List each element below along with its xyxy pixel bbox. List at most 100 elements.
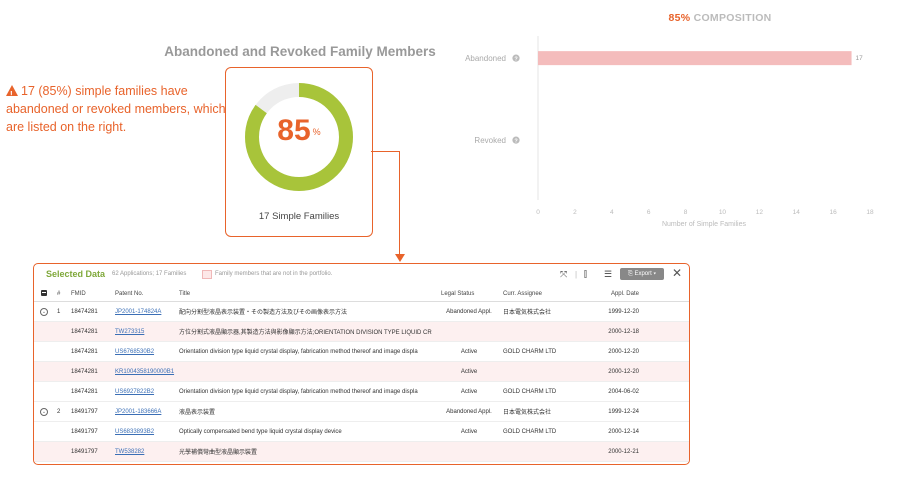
legend-text: Family members that are not in the portf…: [215, 271, 333, 277]
cell-title: Orientation division type liquid crystal…: [176, 381, 438, 402]
table-row[interactable]: ⌄ 1 18474281 JP2001-174824A 配向分割型液晶表示装置・…: [34, 301, 689, 322]
x-tick-label: 2: [573, 209, 577, 216]
export-icon: ⎘: [628, 271, 635, 277]
cell-fmid: 18474281: [68, 381, 112, 402]
close-icon[interactable]: ✕: [672, 266, 683, 280]
patent-link[interactable]: US6768530B2: [112, 341, 176, 362]
arrow-down-icon: [395, 254, 405, 262]
row-number: [54, 421, 68, 442]
donut-value: 85%: [226, 114, 372, 148]
column-header-status[interactable]: Legal Status: [438, 287, 500, 302]
row-number: [54, 361, 68, 382]
table-row[interactable]: 18474281 US6768530B2 Orientation divisio…: [34, 341, 689, 362]
table-row[interactable]: ⌄ 2 18491797 JP2001-183666A 液晶表示装置 Aband…: [34, 401, 689, 422]
cell-title: [176, 361, 438, 382]
cell-assignee: [500, 361, 590, 382]
cell-assignee: 日本電気株式会社: [500, 401, 590, 422]
cell-assignee: GOLD CHARM LTD: [500, 421, 590, 442]
panel-subtitle: 62 Applications; 17 Families: [112, 271, 187, 277]
table-row[interactable]: 18491797 TW538282 光學補償彎曲型液晶顯示裝置 2000-12-…: [34, 441, 689, 462]
row-number: 2: [54, 401, 68, 422]
category-label: Revoked: [474, 136, 506, 145]
column-header-date[interactable]: Appl. Date: [590, 287, 642, 302]
chevron-down-icon: ▾: [651, 271, 656, 277]
x-tick-label: 8: [684, 209, 688, 216]
donut-card[interactable]: 85% 17 Simple Families: [225, 67, 373, 237]
expand-row-icon[interactable]: ⌄: [40, 407, 48, 416]
cell-status: [438, 321, 500, 342]
cell-date: 2000-12-20: [590, 341, 642, 362]
table-row[interactable]: 18474281 TW273315 方位分割式液晶顯示器,其製造方法與影像顯示方…: [34, 321, 689, 342]
x-tick-label: 12: [756, 209, 764, 216]
donut-chart: [245, 83, 353, 191]
warning-text: 17 (85%) simple families have abandoned …: [6, 84, 226, 134]
list-view-icon[interactable]: ☰: [604, 269, 613, 279]
bar-abandoned: [538, 51, 852, 66]
composition-bar-chart: 0 2 4 6 8 10 12 14 16 18 Number of Simple Families…: [465, 36, 874, 228]
patent-link[interactable]: US6833893B2: [112, 421, 176, 442]
x-tick-label: 10: [719, 209, 727, 216]
select-all-checkbox[interactable]: [34, 287, 54, 302]
column-settings-icon[interactable]: ⫿: [584, 269, 587, 279]
row-number: 1: [54, 301, 68, 322]
warning-icon: [6, 85, 18, 104]
row-number: [54, 341, 68, 362]
patent-link[interactable]: JP2001-183666A: [112, 401, 176, 422]
column-header-number[interactable]: #: [54, 287, 68, 302]
cell-status: Abandoned Appl.: [438, 401, 500, 422]
cell-fmid: 18474281: [68, 361, 112, 382]
cell-fmid: 18491797: [68, 401, 112, 422]
export-label: Export: [634, 271, 652, 277]
cell-status: Abandoned Appl.: [438, 301, 500, 322]
question-circle-icon: [512, 136, 520, 144]
cell-fmid: 18474281: [68, 341, 112, 362]
patent-link[interactable]: US6927822B2: [112, 381, 176, 402]
donut-caption: 17 Simple Families: [258, 211, 340, 222]
cell-date: 2000-12-14: [590, 421, 642, 442]
cell-fmid: 18491797: [68, 421, 112, 442]
section-title: Abandoned and Revoked Family Members: [164, 44, 436, 59]
donut-number: 85: [277, 114, 311, 147]
patent-link[interactable]: KR1004358190000B1: [112, 361, 176, 382]
cell-status: Active: [438, 361, 500, 382]
chart-title-rest: COMPOSITION: [690, 12, 772, 24]
cell-date: 2004-06-02: [590, 381, 642, 402]
cell-title: 方位分割式液晶顯示器,其製造方法與影像顯示方法;ORIENTATION DIVI…: [176, 321, 438, 342]
table-header-row: # FMID Patent No. Title Legal Status Cur…: [34, 287, 689, 302]
export-button[interactable]: ⎘ Export ▾: [620, 268, 664, 280]
cell-assignee: GOLD CHARM LTD: [500, 341, 590, 362]
x-tick-label: 16: [829, 209, 837, 216]
table-row[interactable]: 18474281 US6927822B2 Orientation divisio…: [34, 381, 689, 402]
cell-assignee: GOLD CHARM LTD: [500, 381, 590, 402]
row-number: [54, 381, 68, 402]
column-header-patent[interactable]: Patent No.: [112, 287, 176, 302]
x-tick-label: 14: [793, 209, 801, 216]
cell-fmid: 18474281: [68, 321, 112, 342]
column-header-fmid[interactable]: FMID: [68, 287, 112, 302]
table-row[interactable]: 18474281 KR1004358190000B1 Active 2000-1…: [34, 361, 689, 382]
panel-title: Selected Data: [46, 269, 106, 279]
table-row[interactable]: 18491797 US6833893B2 Optically compensat…: [34, 421, 689, 442]
cell-status: Active: [438, 421, 500, 442]
patent-link[interactable]: TW538282: [112, 441, 176, 462]
cell-assignee: [500, 321, 590, 342]
column-header-title[interactable]: Title: [176, 287, 438, 302]
question-mark-glyph: ?: [514, 139, 518, 145]
cell-title: Optically compensated bend type liquid c…: [176, 421, 438, 442]
patent-link[interactable]: JP2001-174824A: [112, 301, 176, 322]
cell-date: 2000-12-20: [590, 361, 642, 382]
cell-status: [438, 441, 500, 462]
cell-title: 配向分割型液晶表示装置・その製造方法及びその画像表示方法: [176, 301, 438, 322]
connector-line: [371, 151, 399, 152]
x-tick-label: 0: [536, 209, 540, 216]
warning-message: 17 (85%) simple families have abandoned …: [6, 82, 226, 136]
collapse-icon[interactable]: ⤧: [560, 269, 568, 279]
patent-link[interactable]: TW273315: [112, 321, 176, 342]
cell-date: 1999-12-24: [590, 401, 642, 422]
legend-swatch: [202, 270, 212, 279]
cell-assignee: [500, 441, 590, 462]
column-header-assignee[interactable]: Curr. Assignee: [500, 287, 590, 302]
cell-status: Active: [438, 341, 500, 362]
x-tick-label: 6: [647, 209, 651, 216]
expand-row-icon[interactable]: ⌄: [40, 307, 48, 316]
